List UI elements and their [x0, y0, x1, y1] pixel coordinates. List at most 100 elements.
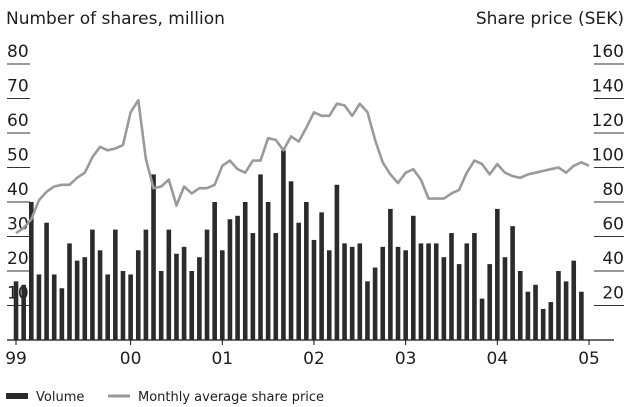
- bar: [449, 233, 454, 340]
- bar: [533, 284, 538, 340]
- bar: [90, 229, 95, 340]
- bar: [357, 243, 363, 340]
- x-tick-label: 99: [5, 349, 27, 369]
- bar: [158, 271, 164, 340]
- bar: [197, 257, 202, 340]
- bar: [120, 271, 126, 340]
- bar: [151, 174, 156, 340]
- bar: [227, 219, 233, 340]
- bar: [235, 215, 240, 340]
- bar: [388, 208, 393, 340]
- y2-tick-label: 160: [592, 42, 624, 62]
- bar: [59, 288, 65, 340]
- y2-tick-label: 40: [602, 249, 624, 269]
- y2-tick-label: 20: [602, 284, 624, 304]
- bar: [365, 281, 370, 340]
- bar: [250, 233, 256, 340]
- x-tick-label: 01: [211, 349, 233, 369]
- bar: [288, 181, 294, 340]
- bar: [44, 222, 49, 340]
- bar: [579, 291, 584, 340]
- bar: [548, 302, 554, 340]
- x-tick-label: 00: [120, 349, 142, 369]
- bar: [281, 150, 286, 340]
- y2-axis-title: Share price (SEK): [476, 9, 624, 29]
- bar: [212, 202, 217, 340]
- bar: [456, 264, 462, 340]
- bar: [189, 271, 195, 340]
- bar: [29, 202, 34, 340]
- bar: [242, 202, 248, 340]
- y-tick-label: 50: [7, 146, 29, 166]
- bar: [105, 274, 110, 340]
- bar: [181, 246, 187, 340]
- bar: [571, 260, 577, 340]
- legend-label: Volume: [36, 390, 84, 405]
- x-tick-label: 03: [395, 349, 417, 369]
- price-line: [15, 98, 590, 235]
- bar: [411, 215, 416, 340]
- bar: [334, 184, 340, 340]
- bar: [349, 246, 355, 340]
- y-tick-label: 60: [7, 111, 29, 131]
- bar: [464, 243, 470, 340]
- bar: [380, 246, 386, 340]
- y-tick-label: 20: [7, 249, 29, 269]
- bar: [326, 250, 332, 340]
- bar: [97, 250, 103, 340]
- bar: [273, 233, 279, 340]
- bar: [319, 212, 324, 340]
- y2-tick-label: 60: [602, 215, 624, 235]
- y-axis-title: Number of shares, million: [6, 9, 225, 29]
- bar: [472, 233, 477, 340]
- bar: [67, 243, 72, 340]
- bar: [517, 271, 523, 340]
- legend-swatch: [6, 393, 28, 399]
- bar: [296, 222, 301, 340]
- x-tick-label: 04: [487, 349, 509, 369]
- bar: [74, 260, 80, 340]
- bar: [403, 250, 408, 340]
- bar: [426, 243, 431, 340]
- bar: [487, 264, 492, 340]
- bar: [82, 257, 88, 340]
- y-tick-label: 40: [7, 180, 29, 200]
- bar: [556, 271, 561, 340]
- legend-label: Monthly average share price: [138, 390, 324, 405]
- bar: [51, 274, 57, 340]
- bar: [128, 274, 133, 340]
- bar: [563, 281, 569, 340]
- bar: [220, 250, 225, 340]
- bar: [21, 284, 26, 340]
- bar: [258, 174, 263, 340]
- y2-tick-label: 80: [602, 180, 624, 200]
- bar: [372, 267, 378, 340]
- bar: [525, 291, 531, 340]
- bar: [479, 298, 485, 340]
- y-tick-label: 80: [7, 42, 29, 62]
- bar: [433, 243, 439, 340]
- bar: [304, 202, 309, 340]
- x-tick-label: 05: [578, 349, 600, 369]
- bar: [36, 274, 42, 340]
- bar: [113, 229, 118, 340]
- bar: [418, 243, 424, 340]
- bar: [174, 253, 179, 340]
- bar: [143, 229, 149, 340]
- bar: [495, 208, 500, 340]
- bar: [166, 229, 172, 340]
- bar: [510, 226, 515, 340]
- bar: [540, 308, 546, 340]
- bar: [342, 243, 347, 340]
- bar: [13, 281, 19, 340]
- x-tick-label: 02: [303, 349, 325, 369]
- y-tick-label: 70: [7, 77, 29, 97]
- bar: [311, 239, 317, 340]
- bar: [265, 202, 271, 340]
- bar: [441, 257, 447, 340]
- bar: [395, 246, 401, 340]
- y2-tick-label: 100: [592, 146, 624, 166]
- y2-tick-label: 140: [592, 77, 624, 97]
- y2-tick-label: 120: [592, 111, 624, 131]
